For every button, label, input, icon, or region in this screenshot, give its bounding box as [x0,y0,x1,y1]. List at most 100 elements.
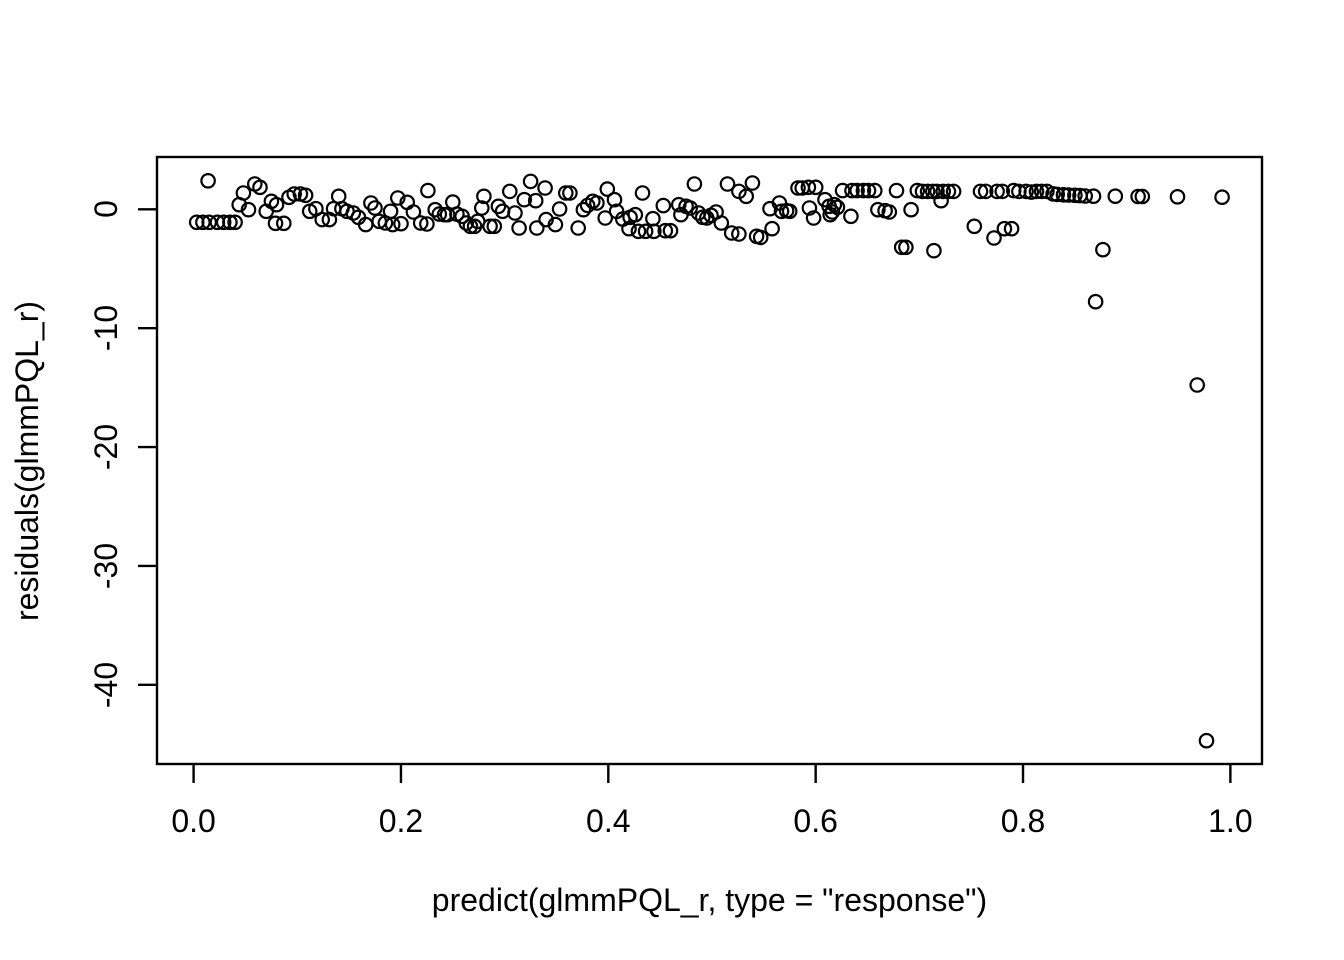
data-point [419,216,435,232]
data-point [201,214,217,231]
data-point [1134,188,1151,205]
data-point [790,180,806,196]
data-point [528,220,545,236]
data-point [501,183,518,200]
data-point [924,183,941,200]
data-point [994,183,1011,200]
data-point [420,182,436,199]
y-tick-label: 0 [88,200,124,219]
data-point [903,201,919,218]
data-point [966,218,983,235]
data-point [843,208,859,225]
data-point [764,220,780,237]
data-point [1028,183,1045,200]
data-point [268,196,285,213]
x-axis-ticks [192,764,1232,783]
data-point [490,198,507,215]
data-point [1214,189,1230,205]
data-point [473,200,490,216]
data-point [235,185,252,201]
x-tick-label: 0.0 [171,803,216,839]
data-point [330,188,347,205]
data-point [909,182,926,199]
data-point [286,186,302,202]
data-point [382,203,399,220]
data-point [575,201,592,218]
data-point [888,182,905,199]
data-point [1055,187,1072,203]
data-point [507,205,523,221]
data-point [686,176,703,192]
data-point [1077,188,1093,204]
data-point [844,182,860,199]
data-point [200,173,216,189]
y-tick-label: -10 [88,305,124,352]
data-point [986,230,1002,246]
data-point [926,242,942,259]
data-point [893,239,910,256]
x-tick-label: 0.6 [793,803,838,839]
data-point [719,176,736,192]
data-point [389,190,406,206]
data-point [439,206,456,223]
data-point [227,214,243,231]
data-point [723,225,740,241]
data-point [744,175,761,191]
data-point [829,199,846,216]
data-point [713,215,730,231]
data-point [476,188,492,205]
data-point [898,239,914,256]
data-point [945,183,962,200]
data-point [860,182,877,199]
y-axis-title: residuals(glmmPQL_r) [9,300,45,621]
data-point [458,215,475,231]
data-point [1095,241,1111,258]
data-point [252,179,268,196]
data-point [384,216,401,233]
data-point [826,196,843,213]
x-tick-label: 0.2 [378,803,424,839]
data-point [570,220,586,236]
data-point [781,203,798,220]
data-points [188,173,1230,749]
data-point [849,182,865,199]
data-point [989,183,1005,200]
data-point [1023,184,1040,200]
data-point [866,182,883,199]
data-point [1189,377,1205,393]
data-point [881,204,898,220]
data-point [1018,183,1034,200]
y-tick-label: -30 [88,542,124,590]
data-point [1049,186,1065,203]
data-point [314,211,330,228]
data-point [972,183,989,200]
data-point [773,203,790,220]
data-point [522,173,539,190]
data-point [1130,188,1146,205]
data-point [662,222,679,239]
data-point [855,182,872,199]
data-point [627,206,644,223]
data-point [682,200,698,216]
data-point [1003,220,1020,237]
y-tick-label: -40 [88,661,124,708]
y-axis-ticks [138,208,157,687]
data-point [606,191,623,208]
data-point [527,192,544,209]
data-point [393,215,409,232]
data-point [195,214,211,231]
data-point [634,185,651,201]
data-point [800,179,817,196]
data-point [1107,188,1124,204]
data-point [996,220,1013,237]
data-point [805,210,822,226]
data-point [630,223,647,240]
data-point [482,218,498,235]
data-point [547,216,564,233]
data-point [516,191,533,208]
data-point [1169,189,1186,205]
data-point [511,220,527,236]
data-point [752,229,769,246]
